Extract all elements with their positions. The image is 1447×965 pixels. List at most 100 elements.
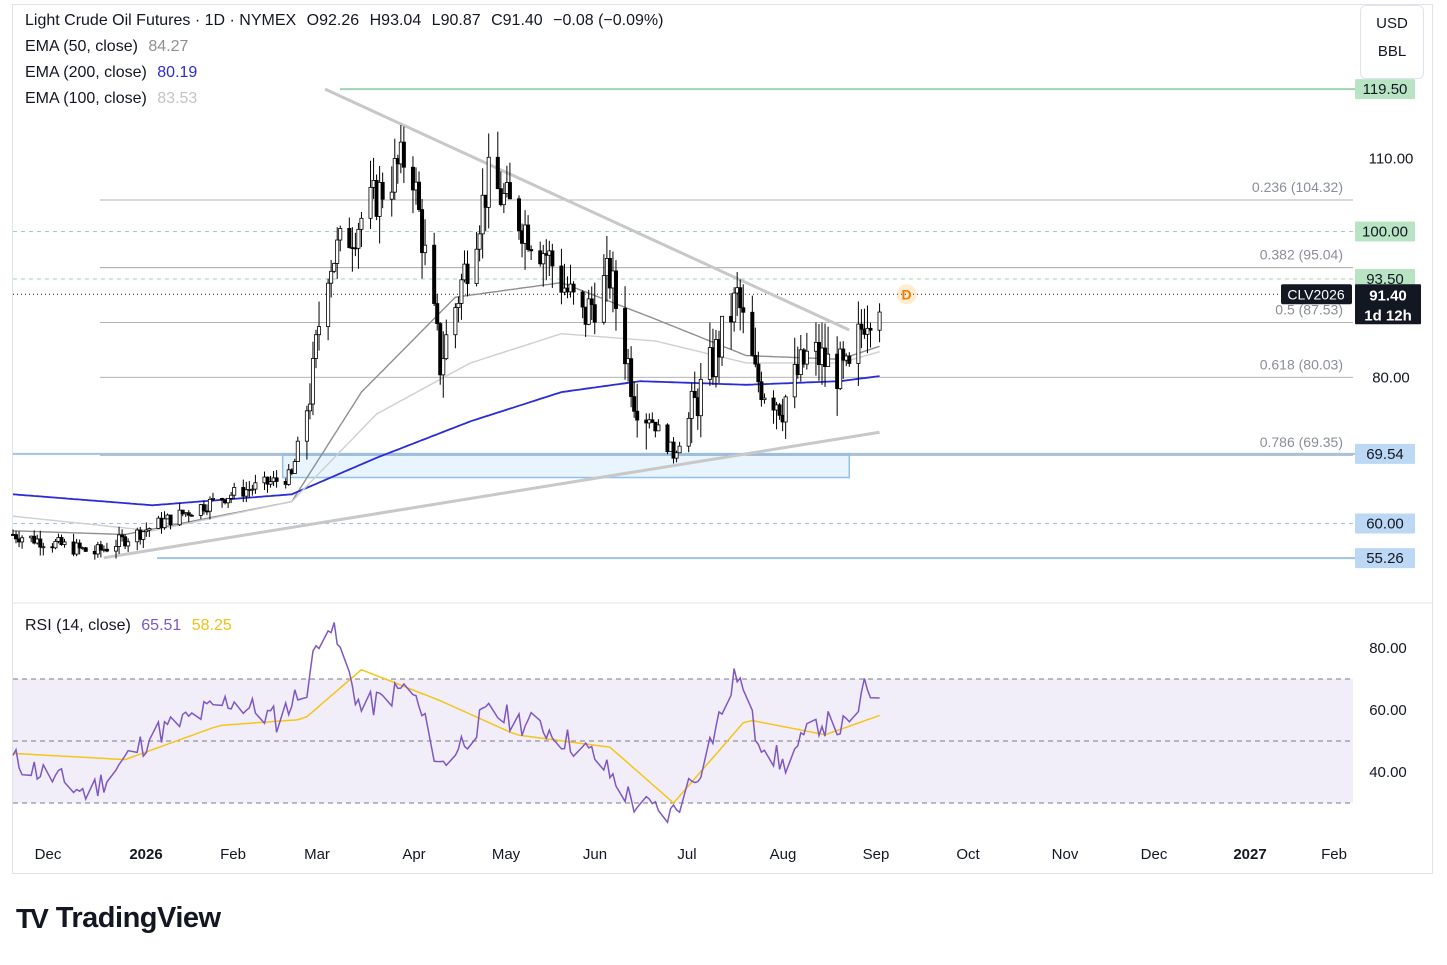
time-axis-label: Jul	[677, 846, 696, 863]
candle-body	[286, 469, 291, 485]
candle-body	[292, 461, 297, 474]
candle-body	[98, 544, 103, 551]
unit-label[interactable]: BBL	[1377, 43, 1407, 60]
candle-body	[571, 283, 576, 293]
candle-body	[507, 182, 512, 200]
candle-body	[356, 228, 361, 249]
candle-body	[868, 327, 873, 331]
time-axis-label: Mar	[304, 846, 330, 863]
candle-body	[580, 291, 585, 308]
indicator-ema200-value: 80.19	[157, 64, 198, 81]
ema-line-100	[12, 332, 880, 532]
chart-header: Light Crude Oil Futures · 1D · NYMEX O92…	[25, 11, 669, 31]
candle-body	[826, 353, 831, 368]
indicator-rsi[interactable]: RSI (14, close) 65.51 58.25	[25, 616, 238, 636]
candle-body	[453, 307, 458, 336]
candle-body	[859, 323, 864, 330]
candle-body	[480, 194, 485, 235]
ohlc-low: L90.87	[431, 12, 481, 29]
candle-body	[295, 440, 300, 462]
candle-body	[501, 193, 506, 206]
rsi-line	[12, 622, 880, 825]
candle-body	[220, 498, 225, 501]
fib-level-label: 0.236 (104.32)	[1252, 179, 1343, 195]
last-price-badge	[1355, 284, 1421, 325]
ema-line-200	[12, 375, 880, 507]
rsi-axis-tick: 60.00	[1369, 702, 1407, 719]
candle-body	[338, 228, 343, 241]
price-axis-tick: 80.00	[1372, 370, 1410, 387]
candle-body	[759, 381, 764, 400]
candle-body	[762, 397, 767, 400]
candle-body	[635, 410, 640, 421]
candle-body	[459, 279, 464, 304]
candle-body	[656, 424, 661, 432]
candle-body	[541, 253, 546, 265]
indicator-rsi-label: RSI (14, close)	[25, 617, 131, 634]
candle-body	[677, 445, 682, 454]
candle-body	[592, 304, 597, 323]
trendline-descending	[324, 87, 850, 332]
candle-body	[141, 531, 146, 540]
price-level-badge	[1355, 548, 1415, 569]
candle-body	[756, 363, 761, 383]
price-axis-tick: 110.00	[1369, 151, 1414, 168]
candle-body	[423, 244, 428, 254]
time-axis-label: Feb	[220, 846, 246, 863]
candle-body	[841, 348, 846, 361]
candle-body	[438, 323, 443, 376]
candle-body	[380, 182, 385, 200]
candle-body	[186, 512, 191, 516]
candle-body	[268, 481, 273, 485]
price-level-badge	[1355, 443, 1415, 464]
candle-body	[41, 546, 46, 549]
candle-body	[123, 536, 128, 547]
candle-body	[495, 156, 500, 190]
time-axis-label: Sep	[863, 846, 890, 863]
candle-body	[838, 348, 843, 389]
unit-selector[interactable]: USD BBL	[1360, 5, 1424, 79]
candle-body	[177, 509, 182, 526]
candle-body	[804, 350, 809, 365]
fib-level-label: 0.5 (87.53)	[1275, 302, 1343, 318]
candle-body	[162, 518, 167, 529]
candle-body	[347, 228, 352, 248]
currency-label[interactable]: USD	[1376, 15, 1408, 32]
candle-body	[335, 239, 340, 264]
time-axis-label: Nov	[1052, 846, 1079, 863]
candle-body	[244, 489, 249, 497]
candle-body	[368, 186, 373, 219]
candle-body	[144, 529, 149, 533]
candle-body	[432, 244, 437, 304]
candle-body	[189, 514, 194, 517]
candle-body	[417, 181, 422, 210]
time-axis-label: Aug	[770, 846, 797, 863]
candle-body	[392, 158, 397, 193]
price-level-badge	[1355, 513, 1415, 534]
time-axis-label: May	[492, 846, 521, 863]
ohlc-change: −0.08 (−0.09%)	[553, 12, 664, 29]
candle-body	[613, 270, 618, 309]
indicator-ema200[interactable]: EMA (200, close) 80.19	[25, 63, 203, 83]
candle-body	[720, 315, 725, 358]
candle-body	[117, 534, 122, 547]
price-level-badge	[1355, 268, 1415, 289]
time-axis-label: Apr	[402, 846, 425, 863]
candle-body	[147, 528, 152, 531]
indicator-ema50-value: 84.27	[148, 38, 189, 55]
candle-body	[441, 358, 446, 376]
candle-body	[444, 334, 449, 360]
candle-body	[847, 355, 852, 364]
candle-body	[713, 339, 718, 378]
candle-body	[389, 191, 394, 200]
indicator-ema100[interactable]: EMA (100, close) 83.53	[25, 89, 203, 109]
indicator-ema50-label: EMA (50, close)	[25, 38, 138, 55]
tradingview-logo[interactable]: TV TradingView	[16, 902, 221, 935]
candle-body	[589, 298, 594, 306]
time-axis-label: Dec	[1141, 846, 1168, 863]
ohlc-close: C91.40	[491, 12, 543, 29]
candle-body	[526, 224, 531, 250]
indicator-ema50[interactable]: EMA (50, close) 84.27	[25, 37, 194, 57]
rsi-axis-tick: 80.00	[1369, 640, 1407, 657]
